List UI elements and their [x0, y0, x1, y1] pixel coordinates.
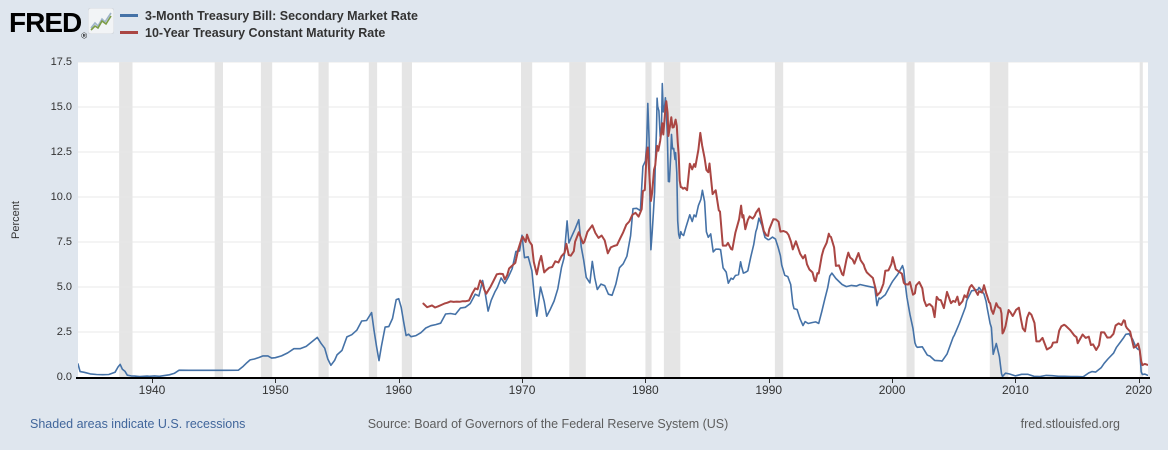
chart-legend: 3-Month Treasury Bill: Secondary Market …	[120, 7, 418, 41]
y-axis-title: Percent	[10, 201, 22, 239]
y-tick-label: 0.0	[56, 371, 72, 383]
recession-band	[1139, 62, 1143, 377]
legend-label-tbill: 3-Month Treasury Bill: Secondary Market …	[145, 8, 418, 23]
recession-band	[989, 62, 1009, 377]
legend-label-10yr: 10-Year Treasury Constant Maturity Rate	[145, 25, 386, 40]
data-series-line	[422, 100, 1149, 367]
x-tick-label: 1970	[508, 383, 536, 397]
fred-logo[interactable]: FRED®	[9, 7, 87, 41]
recession-band	[645, 62, 652, 377]
x-tick-mark	[1015, 379, 1016, 383]
x-tick-mark	[275, 379, 276, 383]
recession-band	[318, 62, 329, 377]
x-tick-mark	[892, 379, 893, 383]
x-tick-label: 1990	[755, 383, 783, 397]
x-tick-mark	[522, 379, 523, 383]
recession-band	[521, 62, 533, 377]
x-tick-label: 1960	[385, 383, 413, 397]
x-tick-mark	[769, 379, 770, 383]
x-tick-mark	[1139, 379, 1140, 383]
recession-band	[774, 62, 784, 377]
recession-band	[401, 62, 412, 377]
source-text: Source: Board of Governors of the Federa…	[367, 417, 729, 431]
chart-svg	[77, 61, 1149, 378]
recession-band	[368, 62, 378, 377]
chart-plot-area[interactable]	[77, 61, 1149, 378]
x-tick-label: 1980	[632, 383, 659, 397]
x-tick-mark	[152, 379, 153, 383]
x-tick-label: 1940	[138, 383, 166, 397]
x-tick-mark	[645, 379, 646, 383]
x-tick-label: 2010	[1002, 383, 1029, 397]
y-tick-label: 2.5	[56, 326, 72, 338]
recession-band	[906, 62, 915, 377]
x-tick-label: 2020	[1125, 383, 1153, 397]
legend-item-tbill: 3-Month Treasury Bill: Secondary Market …	[120, 7, 418, 24]
x-tick-mark	[399, 379, 400, 383]
x-tick-label: 2000	[878, 383, 906, 397]
legend-item-10yr: 10-Year Treasury Constant Maturity Rate	[120, 24, 418, 41]
data-series-line	[77, 82, 1149, 378]
recession-band	[569, 62, 586, 377]
sparkline-icon	[88, 8, 114, 34]
recession-band	[260, 62, 273, 377]
y-tick-label: 10.0	[50, 191, 72, 203]
y-tick-label: 17.5	[50, 56, 72, 68]
legend-dash-blue	[120, 14, 138, 17]
recession-band	[214, 62, 223, 377]
recession-note-link[interactable]: Shaded areas indicate U.S. recessions	[30, 417, 246, 431]
y-tick-label: 15.0	[50, 101, 72, 113]
trademark-symbol: ®	[81, 31, 87, 41]
recession-band	[119, 62, 133, 377]
legend-dash-red	[120, 31, 138, 34]
y-tick-label: 12.5	[50, 146, 72, 158]
x-axis-line	[76, 377, 1150, 379]
y-tick-label: 7.5	[56, 236, 72, 248]
fred-site-link[interactable]: fred.stlouisfed.org	[1020, 417, 1120, 431]
y-tick-label: 5.0	[56, 281, 72, 293]
x-tick-label: 1950	[261, 383, 289, 397]
